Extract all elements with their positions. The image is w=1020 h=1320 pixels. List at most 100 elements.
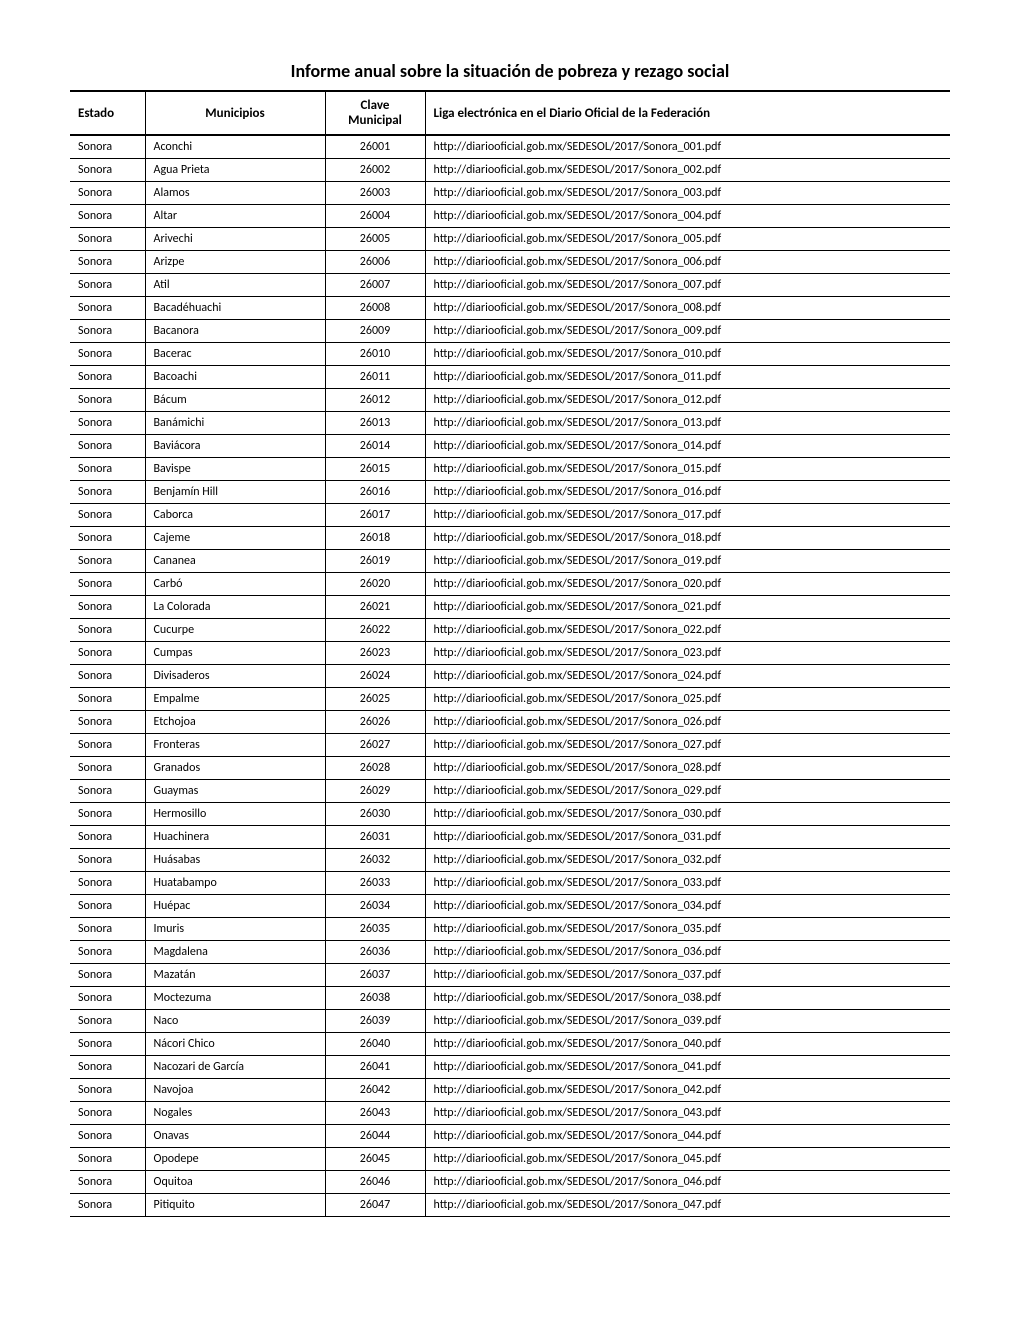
cell-liga[interactable]: http://diariooficial.gob.mx/SEDESOL/2017…: [425, 964, 950, 987]
cell-liga[interactable]: http://diariooficial.gob.mx/SEDESOL/2017…: [425, 1148, 950, 1171]
cell-municipio: La Colorada: [145, 596, 325, 619]
cell-estado: Sonora: [70, 941, 145, 964]
cell-liga[interactable]: http://diariooficial.gob.mx/SEDESOL/2017…: [425, 182, 950, 205]
cell-estado: Sonora: [70, 780, 145, 803]
cell-liga[interactable]: http://diariooficial.gob.mx/SEDESOL/2017…: [425, 1079, 950, 1102]
cell-liga[interactable]: http://diariooficial.gob.mx/SEDESOL/2017…: [425, 366, 950, 389]
table-row: SonoraCajeme26018http://diariooficial.go…: [70, 527, 950, 550]
cell-liga[interactable]: http://diariooficial.gob.mx/SEDESOL/2017…: [425, 481, 950, 504]
cell-liga[interactable]: http://diariooficial.gob.mx/SEDESOL/2017…: [425, 941, 950, 964]
cell-municipio: Cananea: [145, 550, 325, 573]
cell-liga[interactable]: http://diariooficial.gob.mx/SEDESOL/2017…: [425, 205, 950, 228]
cell-municipio: Hermosillo: [145, 803, 325, 826]
cell-liga[interactable]: http://diariooficial.gob.mx/SEDESOL/2017…: [425, 135, 950, 159]
cell-clave: 26001: [325, 135, 425, 159]
cell-liga[interactable]: http://diariooficial.gob.mx/SEDESOL/2017…: [425, 1056, 950, 1079]
table-row: SonoraNogales26043http://diariooficial.g…: [70, 1102, 950, 1125]
table-row: SonoraNácori Chico26040http://diarioofic…: [70, 1033, 950, 1056]
cell-liga[interactable]: http://diariooficial.gob.mx/SEDESOL/2017…: [425, 504, 950, 527]
table-row: SonoraCananea26019http://diariooficial.g…: [70, 550, 950, 573]
cell-liga[interactable]: http://diariooficial.gob.mx/SEDESOL/2017…: [425, 872, 950, 895]
cell-liga[interactable]: http://diariooficial.gob.mx/SEDESOL/2017…: [425, 389, 950, 412]
cell-municipio: Moctezuma: [145, 987, 325, 1010]
cell-municipio: Divisaderos: [145, 665, 325, 688]
cell-liga[interactable]: http://diariooficial.gob.mx/SEDESOL/2017…: [425, 228, 950, 251]
cell-liga[interactable]: http://diariooficial.gob.mx/SEDESOL/2017…: [425, 1010, 950, 1033]
cell-liga[interactable]: http://diariooficial.gob.mx/SEDESOL/2017…: [425, 297, 950, 320]
cell-liga[interactable]: http://diariooficial.gob.mx/SEDESOL/2017…: [425, 1125, 950, 1148]
cell-clave: 26011: [325, 366, 425, 389]
cell-liga[interactable]: http://diariooficial.gob.mx/SEDESOL/2017…: [425, 251, 950, 274]
cell-liga[interactable]: http://diariooficial.gob.mx/SEDESOL/2017…: [425, 780, 950, 803]
cell-liga[interactable]: http://diariooficial.gob.mx/SEDESOL/2017…: [425, 803, 950, 826]
cell-clave: 26036: [325, 941, 425, 964]
cell-clave: 26032: [325, 849, 425, 872]
cell-estado: Sonora: [70, 849, 145, 872]
cell-municipio: Nacozari de García: [145, 1056, 325, 1079]
cell-liga[interactable]: http://diariooficial.gob.mx/SEDESOL/2017…: [425, 642, 950, 665]
table-row: SonoraFronteras26027http://diariooficial…: [70, 734, 950, 757]
cell-estado: Sonora: [70, 1079, 145, 1102]
cell-liga[interactable]: http://diariooficial.gob.mx/SEDESOL/2017…: [425, 527, 950, 550]
cell-estado: Sonora: [70, 504, 145, 527]
cell-clave: 26042: [325, 1079, 425, 1102]
cell-municipio: Cumpas: [145, 642, 325, 665]
cell-liga[interactable]: http://diariooficial.gob.mx/SEDESOL/2017…: [425, 435, 950, 458]
table-row: SonoraCucurpe26022http://diariooficial.g…: [70, 619, 950, 642]
cell-estado: Sonora: [70, 320, 145, 343]
cell-municipio: Banámichi: [145, 412, 325, 435]
cell-liga[interactable]: http://diariooficial.gob.mx/SEDESOL/2017…: [425, 596, 950, 619]
cell-liga[interactable]: http://diariooficial.gob.mx/SEDESOL/2017…: [425, 918, 950, 941]
cell-estado: Sonora: [70, 274, 145, 297]
cell-liga[interactable]: http://diariooficial.gob.mx/SEDESOL/2017…: [425, 159, 950, 182]
cell-clave: 26028: [325, 757, 425, 780]
cell-liga[interactable]: http://diariooficial.gob.mx/SEDESOL/2017…: [425, 573, 950, 596]
table-header-row: Estado Municipios Clave Municipal Liga e…: [70, 91, 950, 135]
cell-municipio: Bavispe: [145, 458, 325, 481]
cell-liga[interactable]: http://diariooficial.gob.mx/SEDESOL/2017…: [425, 987, 950, 1010]
cell-clave: 26021: [325, 596, 425, 619]
table-row: SonoraOpodepe26045http://diariooficial.g…: [70, 1148, 950, 1171]
cell-liga[interactable]: http://diariooficial.gob.mx/SEDESOL/2017…: [425, 895, 950, 918]
table-row: SonoraLa Colorada26021http://diarioofici…: [70, 596, 950, 619]
cell-estado: Sonora: [70, 481, 145, 504]
cell-liga[interactable]: http://diariooficial.gob.mx/SEDESOL/2017…: [425, 320, 950, 343]
cell-liga[interactable]: http://diariooficial.gob.mx/SEDESOL/2017…: [425, 826, 950, 849]
table-row: SonoraMoctezuma26038http://diariooficial…: [70, 987, 950, 1010]
cell-liga[interactable]: http://diariooficial.gob.mx/SEDESOL/2017…: [425, 849, 950, 872]
header-municipios: Municipios: [145, 91, 325, 135]
cell-liga[interactable]: http://diariooficial.gob.mx/SEDESOL/2017…: [425, 1171, 950, 1194]
cell-liga[interactable]: http://diariooficial.gob.mx/SEDESOL/2017…: [425, 665, 950, 688]
cell-liga[interactable]: http://diariooficial.gob.mx/SEDESOL/2017…: [425, 458, 950, 481]
cell-clave: 26031: [325, 826, 425, 849]
cell-estado: Sonora: [70, 1125, 145, 1148]
cell-clave: 26044: [325, 1125, 425, 1148]
cell-estado: Sonora: [70, 619, 145, 642]
cell-clave: 26045: [325, 1148, 425, 1171]
cell-estado: Sonora: [70, 412, 145, 435]
cell-estado: Sonora: [70, 872, 145, 895]
cell-municipio: Huachinera: [145, 826, 325, 849]
table-row: SonoraGuaymas26029http://diariooficial.g…: [70, 780, 950, 803]
cell-liga[interactable]: http://diariooficial.gob.mx/SEDESOL/2017…: [425, 1033, 950, 1056]
cell-estado: Sonora: [70, 297, 145, 320]
cell-liga[interactable]: http://diariooficial.gob.mx/SEDESOL/2017…: [425, 757, 950, 780]
cell-liga[interactable]: http://diariooficial.gob.mx/SEDESOL/2017…: [425, 274, 950, 297]
cell-liga[interactable]: http://diariooficial.gob.mx/SEDESOL/2017…: [425, 711, 950, 734]
cell-liga[interactable]: http://diariooficial.gob.mx/SEDESOL/2017…: [425, 412, 950, 435]
cell-liga[interactable]: http://diariooficial.gob.mx/SEDESOL/2017…: [425, 1102, 950, 1125]
cell-liga[interactable]: http://diariooficial.gob.mx/SEDESOL/2017…: [425, 343, 950, 366]
table-row: SonoraBacoachi26011http://diariooficial.…: [70, 366, 950, 389]
cell-municipio: Granados: [145, 757, 325, 780]
cell-liga[interactable]: http://diariooficial.gob.mx/SEDESOL/2017…: [425, 688, 950, 711]
cell-clave: 26033: [325, 872, 425, 895]
cell-liga[interactable]: http://diariooficial.gob.mx/SEDESOL/2017…: [425, 734, 950, 757]
cell-liga[interactable]: http://diariooficial.gob.mx/SEDESOL/2017…: [425, 619, 950, 642]
table-row: SonoraMagdalena26036http://diariooficial…: [70, 941, 950, 964]
cell-estado: Sonora: [70, 182, 145, 205]
cell-liga[interactable]: http://diariooficial.gob.mx/SEDESOL/2017…: [425, 1194, 950, 1217]
table-row: SonoraArizpe26006http://diariooficial.go…: [70, 251, 950, 274]
cell-liga[interactable]: http://diariooficial.gob.mx/SEDESOL/2017…: [425, 550, 950, 573]
cell-estado: Sonora: [70, 228, 145, 251]
cell-municipio: Oquitoa: [145, 1171, 325, 1194]
